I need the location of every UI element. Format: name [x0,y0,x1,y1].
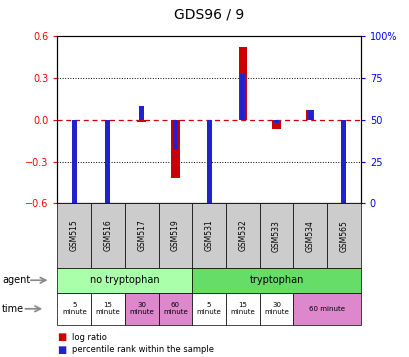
Bar [171,120,179,178]
Bar [173,120,178,150]
Text: 5
minute: 5 minute [62,302,86,315]
Bar [238,47,247,120]
Text: 30
minute: 30 minute [129,302,154,315]
Text: 15
minute: 15 minute [230,302,254,315]
Bar [273,120,279,123]
Text: 5
minute: 5 minute [196,302,221,315]
Bar [307,110,312,120]
Bar [139,106,144,120]
Text: GDS96 / 9: GDS96 / 9 [173,7,244,21]
Text: 15
minute: 15 minute [95,302,120,315]
Text: ■: ■ [57,345,67,355]
Text: GSM565: GSM565 [339,220,348,252]
Text: GSM517: GSM517 [137,220,146,251]
Text: 30
minute: 30 minute [263,302,288,315]
Bar [240,74,245,120]
Bar [137,120,146,122]
Text: percentile rank within the sample: percentile rank within the sample [72,345,213,355]
Text: 60 minute: 60 minute [308,306,344,312]
Text: no tryptophan: no tryptophan [90,275,159,285]
Text: GSM515: GSM515 [70,220,79,251]
Bar [72,120,76,203]
Bar [305,110,314,120]
Bar [105,120,110,203]
Text: ■: ■ [57,332,67,342]
Text: GSM534: GSM534 [305,220,314,252]
Text: log ratio: log ratio [72,333,106,342]
Text: GSM531: GSM531 [204,220,213,251]
Text: time: time [2,304,24,314]
Text: GSM519: GSM519 [171,220,180,251]
Bar [206,120,211,203]
Text: GSM516: GSM516 [103,220,112,251]
Text: 60
minute: 60 minute [163,302,187,315]
Bar [272,120,280,129]
Text: GSM532: GSM532 [238,220,247,251]
Bar [341,120,346,203]
Text: tryptophan: tryptophan [249,275,303,285]
Text: agent: agent [2,275,30,285]
Text: GSM533: GSM533 [271,220,280,252]
